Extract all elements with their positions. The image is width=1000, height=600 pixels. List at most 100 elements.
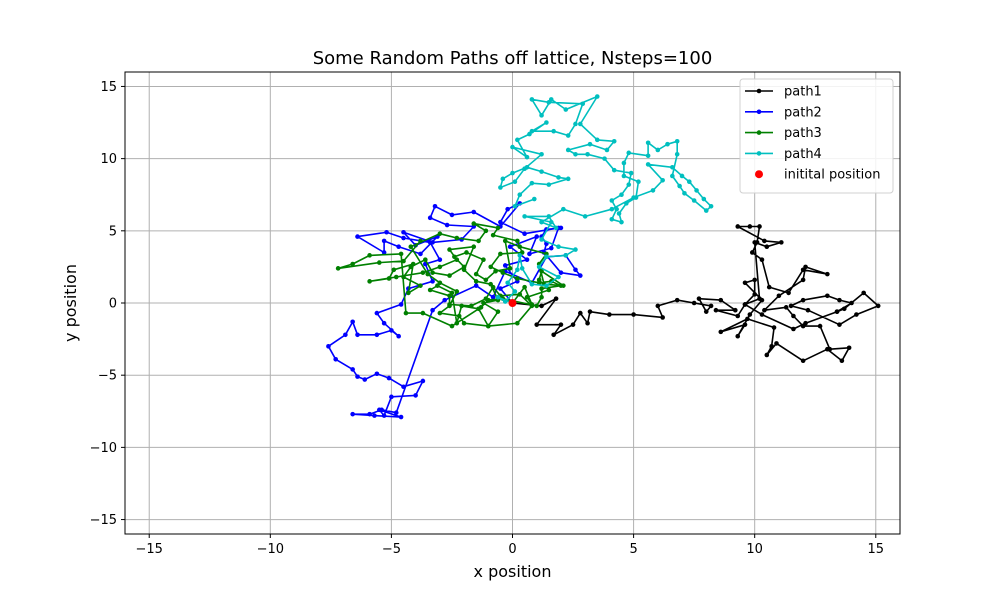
data-point [742,322,748,327]
data-point [485,323,491,329]
legend-item: initital position [755,168,880,183]
data-point [490,284,496,290]
data-point [522,284,527,290]
data-point [573,121,578,127]
data-point [350,411,355,417]
data-point [611,139,617,144]
data-point [841,306,847,312]
data-point [469,303,474,309]
data-point [473,271,479,277]
data-point [553,296,559,301]
y-tick-label: 0 [109,297,117,312]
data-point [500,270,506,275]
data-point [398,251,404,257]
data-point [791,313,796,319]
data-point [517,244,523,249]
data-point [544,254,549,260]
data-point [444,222,450,228]
data-point [825,293,830,299]
data-point [536,280,542,286]
data-point [425,271,431,277]
data-point [386,276,392,281]
data-point [512,179,518,185]
data-point [861,290,866,296]
data-point [587,309,593,314]
data-point [529,303,535,309]
data-point [512,289,518,294]
data-point [473,283,479,288]
data-point [372,413,377,418]
data-point [505,280,510,286]
x-tick-label: −5 [382,542,401,557]
x-tick-label: 10 [746,542,763,557]
data-point [607,312,612,317]
y-tick-label: 15 [100,80,117,95]
data-point [420,310,426,316]
data-point [558,322,564,327]
data-point [507,244,513,249]
data-point [343,332,348,338]
data-point [742,302,748,307]
data-point [515,267,520,273]
data-point [536,264,542,270]
data-point [454,235,460,241]
data-point [803,320,808,326]
data-point [776,293,782,299]
data-point [333,357,339,362]
data-point [594,94,600,99]
data-point [757,296,762,301]
data-point [379,407,385,413]
data-point [381,250,387,255]
series-path3 [335,221,566,329]
data-point [645,140,651,146]
data-point [367,253,372,258]
data-point [650,188,656,193]
data-point [393,274,399,280]
data-point [701,196,707,202]
data-point [614,206,619,212]
data-point [846,345,852,351]
data-point [534,322,540,327]
data-point [498,251,503,257]
data-point [515,238,520,244]
data-point [752,277,757,283]
data-point [502,299,508,304]
data-point [505,206,510,212]
data-point [551,332,556,338]
data-point [418,238,423,244]
data-point [485,297,491,303]
data-point [587,141,593,147]
data-point [655,147,661,153]
legend-marker [755,170,763,179]
data-point [437,280,443,286]
data-point [447,247,452,252]
data-point [764,352,770,358]
data-point [476,238,481,244]
data-point [483,228,489,234]
data-point [420,270,426,275]
x-tick-label: 0 [508,542,516,557]
data-point [420,378,426,384]
legend: path1 path2 path3 path4 initital position [739,78,894,194]
data-point [449,212,455,218]
data-point [619,192,624,198]
data-point [391,267,397,273]
data-point [403,310,409,316]
data-point [616,211,622,216]
data-point [565,176,571,182]
data-point [498,219,503,225]
data-point [762,307,767,313]
data-point [791,326,796,332]
x-tick-label: 15 [868,542,885,557]
data-point [578,121,583,127]
data-point [430,307,435,313]
data-point [437,257,443,262]
legend-box [739,78,894,194]
data-point [573,247,578,252]
data-point [604,147,610,153]
data-point [381,320,387,326]
data-point [708,303,714,309]
data-point [539,268,544,274]
data-point [374,371,380,377]
y-tick-label: −5 [98,369,117,384]
